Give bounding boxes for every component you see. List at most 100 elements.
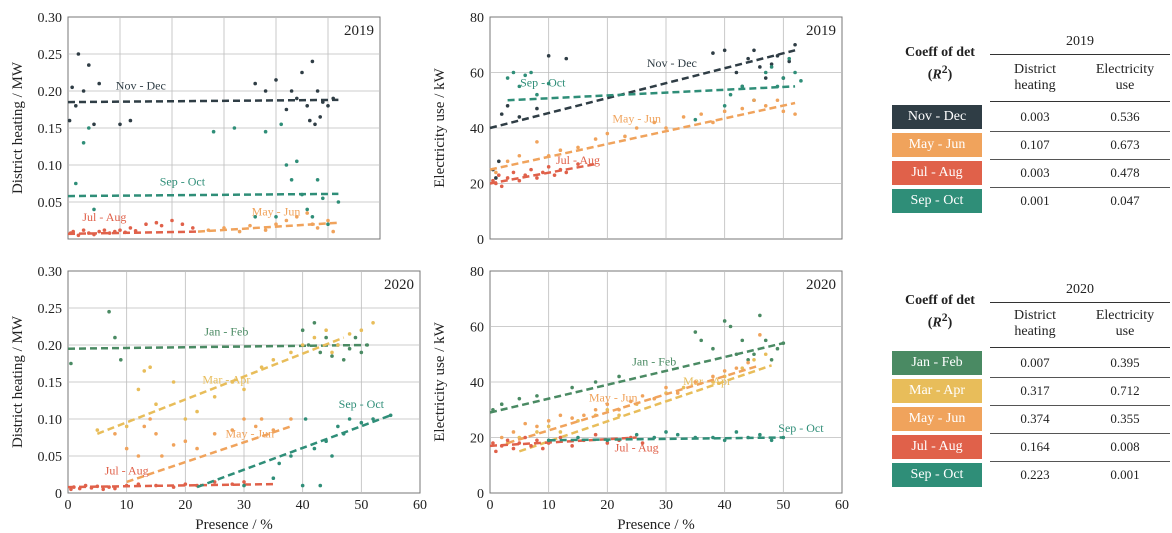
data-point xyxy=(69,361,73,366)
data-point xyxy=(564,56,569,61)
data-point xyxy=(763,352,768,357)
data-point xyxy=(271,476,276,481)
y-tick-label: 40 xyxy=(470,376,484,391)
data-point xyxy=(576,162,580,166)
data-point xyxy=(336,200,341,204)
y-axis-label: Electricity use / kW xyxy=(432,321,448,441)
r2-table-2020: Coeff of det (R2) 2020 District heating E… xyxy=(890,280,1170,495)
data-point xyxy=(541,446,545,451)
data-point xyxy=(289,454,293,458)
data-point xyxy=(69,487,73,492)
data-point xyxy=(313,122,317,127)
data-point xyxy=(505,76,510,80)
data-point xyxy=(306,343,311,347)
data-point xyxy=(353,335,358,340)
data-point xyxy=(242,480,246,484)
data-point xyxy=(558,430,563,434)
coeff-label: Coeff of det xyxy=(905,45,975,60)
el-r2-cell: 0.712 xyxy=(1110,383,1140,398)
series-label: May - Jun xyxy=(252,204,301,218)
data-point xyxy=(263,89,268,93)
year-underline xyxy=(990,54,1170,55)
data-point xyxy=(497,173,501,177)
data-point xyxy=(237,229,242,234)
data-point xyxy=(494,176,498,180)
data-point xyxy=(312,446,317,451)
data-point xyxy=(336,424,340,429)
data-point xyxy=(558,148,563,152)
header-rule xyxy=(990,101,1170,102)
series-label: Nov - Dec xyxy=(116,79,166,93)
data-point xyxy=(212,432,217,436)
period-cell: Sep - Oct xyxy=(892,189,982,213)
period-cell: Jul - Aug xyxy=(892,161,982,185)
series-label: Jul - Aug xyxy=(105,464,149,478)
data-point xyxy=(793,70,797,75)
data-point xyxy=(734,430,739,434)
dh-r2-cell: 0.223 xyxy=(1020,467,1050,482)
col-district-heating: District heating xyxy=(1014,308,1056,339)
y-tick-label: 0.20 xyxy=(38,85,63,100)
data-point xyxy=(124,446,129,451)
period-cell: Jul - Aug xyxy=(892,435,982,459)
data-point xyxy=(793,112,797,116)
el-r2-cell: 0.008 xyxy=(1110,439,1140,454)
dh-r2-cell: 0.374 xyxy=(1020,411,1050,426)
series-jan-feb: Jan - Feb xyxy=(489,313,786,414)
x-tick-label: 0 xyxy=(487,498,494,513)
data-point xyxy=(318,350,323,355)
data-point xyxy=(326,104,330,108)
y-tick-label: 60 xyxy=(470,67,484,82)
data-point xyxy=(242,387,246,392)
y-tick-label: 0.05 xyxy=(38,450,63,465)
series-sep-oct: Sep - Oct xyxy=(546,421,824,443)
data-point xyxy=(136,454,141,458)
data-point xyxy=(605,131,610,136)
el-r2-cell: 0.001 xyxy=(1110,467,1140,482)
data-point xyxy=(693,330,698,334)
data-point xyxy=(699,338,703,343)
data-point xyxy=(324,335,328,340)
data-point xyxy=(326,218,330,223)
data-point xyxy=(634,126,639,130)
series-mar-apr: Mar - Apr xyxy=(95,321,375,435)
data-point xyxy=(101,487,105,492)
data-point xyxy=(499,435,504,440)
data-point xyxy=(76,52,81,56)
data-point xyxy=(195,409,199,414)
row-divider xyxy=(990,377,1170,378)
data-point xyxy=(740,338,745,343)
r2-symbol: (R2) xyxy=(927,63,953,83)
series-may-jun: May - Jun xyxy=(197,204,339,234)
y-tick-label: 0.30 xyxy=(38,265,63,280)
data-point xyxy=(605,407,610,412)
data-point xyxy=(529,70,533,75)
data-point xyxy=(517,115,522,119)
trend-line xyxy=(489,101,796,171)
data-point xyxy=(310,59,315,64)
data-point xyxy=(511,170,516,175)
data-point xyxy=(546,419,551,423)
data-point xyxy=(494,170,498,175)
data-point xyxy=(517,153,522,158)
data-point xyxy=(558,413,563,418)
data-point xyxy=(242,417,246,421)
data-point xyxy=(499,402,504,407)
data-point xyxy=(546,424,551,429)
col-electricity-use: Electricity use xyxy=(1095,62,1155,93)
series-label: Sep - Oct xyxy=(520,75,566,89)
data-point xyxy=(180,222,185,226)
series-label: May - Jun xyxy=(612,111,661,125)
series-sep-oct: Sep - Oct xyxy=(67,122,341,226)
y-axis-label: Electricity use / kW xyxy=(432,67,448,187)
data-point xyxy=(102,228,107,232)
data-point xyxy=(722,109,727,114)
data-point xyxy=(305,207,310,212)
data-point xyxy=(324,328,328,333)
data-point xyxy=(722,48,727,53)
data-point xyxy=(159,223,164,228)
data-point xyxy=(144,222,148,226)
trend-line xyxy=(489,49,796,130)
period-cell: May - Jun xyxy=(892,407,982,431)
data-point xyxy=(593,432,598,437)
